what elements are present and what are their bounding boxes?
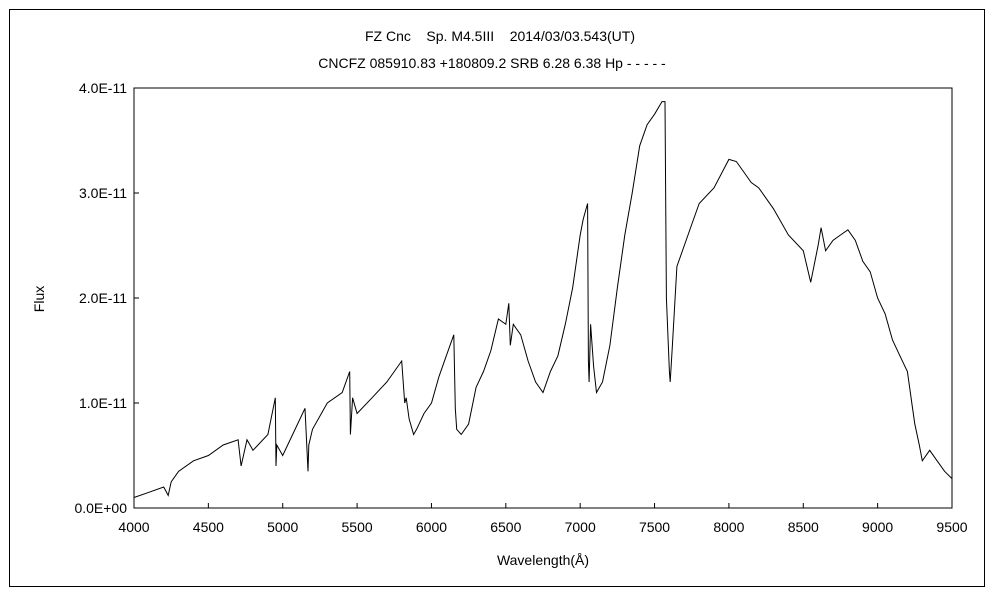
x-tick-label: 8500: [788, 519, 819, 535]
chart-subtitle: CNCFZ 085910.83 +180809.2 SRB 6.28 6.38 …: [318, 55, 666, 71]
x-axis-label: Wavelength(Å): [497, 552, 589, 568]
x-tick-label: 6500: [490, 519, 521, 535]
y-tick-label: 3.0E-11: [79, 185, 127, 201]
x-tick-label: 7000: [565, 519, 596, 535]
x-axis: 4000 4500 5000 5500 6000 6500 7000 7500 8000 8500…: [118, 503, 968, 535]
y-tick-label: 0.0E+00: [74, 500, 127, 516]
x-tick-label: 8000: [713, 519, 744, 535]
y-tick-label: 4.0E-11: [79, 80, 127, 96]
x-tick-label: 5000: [267, 519, 298, 535]
x-tick-label: 9500: [936, 519, 967, 535]
y-tick-label: 1.0E-11: [79, 395, 127, 411]
spectrum-chart: FZ Cnc Sp. M4.5III 2014/03/03.543(UT) CN…: [31, 28, 968, 568]
x-tick-label: 4000: [118, 519, 149, 535]
x-tick-label: 7500: [639, 519, 670, 535]
y-axis-label: Flux: [31, 286, 47, 312]
chart-title: FZ Cnc Sp. M4.5III 2014/03/03.543(UT): [365, 28, 635, 44]
y-axis: 0.0E+00 1.0E-11 2.0E-11 3.0E-11 4.0E-11: [74, 80, 139, 516]
chart-frame: FZ Cnc Sp. M4.5III 2014/03/03.543(UT) CN…: [9, 9, 985, 587]
plot-area: [133, 87, 953, 509]
x-tick-label: 4500: [193, 519, 224, 535]
y-tick-label: 2.0E-11: [79, 290, 127, 306]
x-tick-label: 9000: [862, 519, 893, 535]
x-tick-label: 6000: [416, 519, 447, 535]
x-tick-label: 5500: [342, 519, 373, 535]
spectrum-line: [133, 101, 953, 498]
